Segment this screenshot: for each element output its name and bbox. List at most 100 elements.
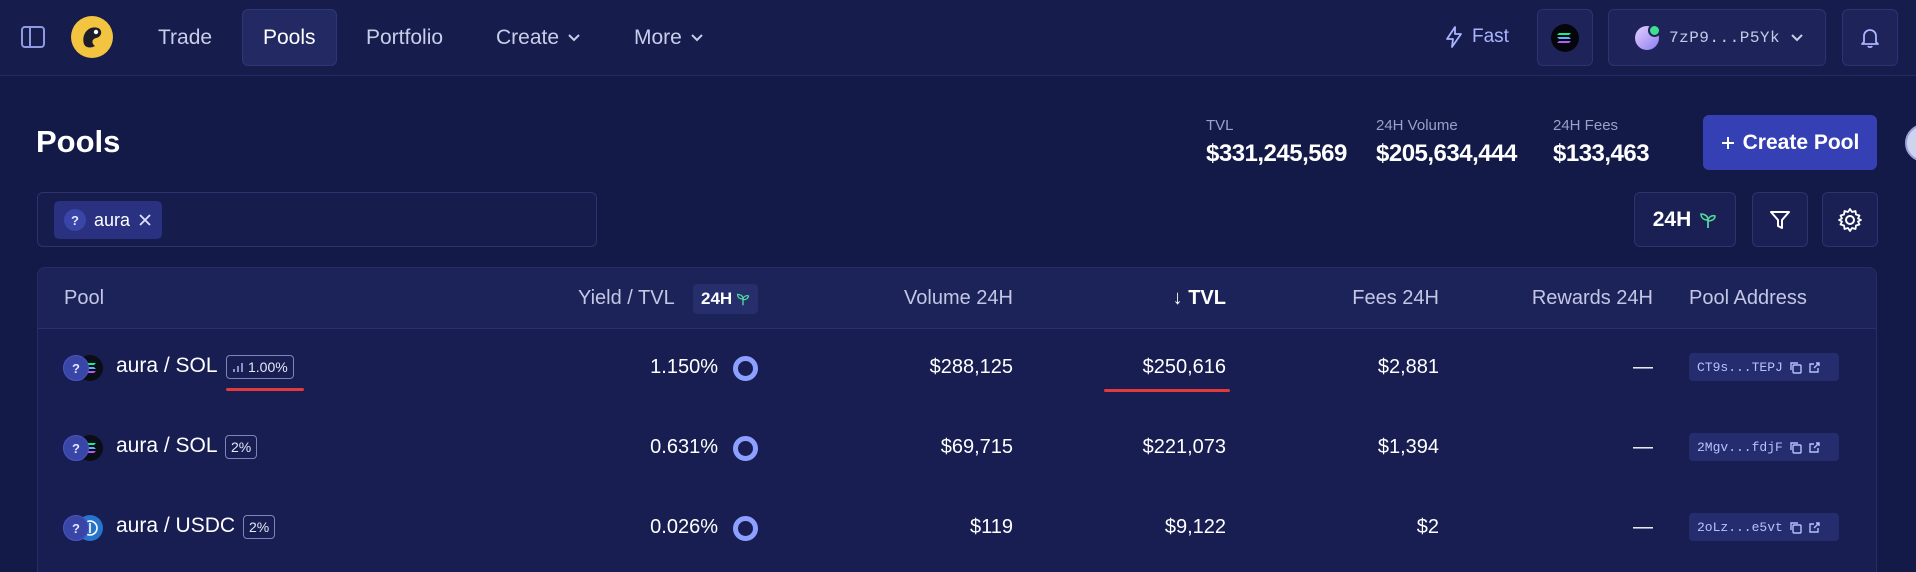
table-row[interactable]: ? aura / USDC 2% 0.026% $119 $9,122 $2 —…: [38, 489, 1876, 569]
pool-address-text: 2oLz...e5vt: [1697, 519, 1783, 535]
filter-chip[interactable]: ? aura: [54, 201, 163, 239]
tvl-value: $250,616: [1142, 356, 1226, 378]
top-nav: Trade Pools Portfolio Create More Fast 7…: [0, 0, 1916, 76]
tvl-value: $221,073: [1142, 436, 1226, 458]
nav-more-label: More: [634, 25, 682, 49]
pair-name[interactable]: aura / SOL: [116, 434, 218, 457]
solana-icon: [1551, 23, 1579, 52]
stat-fees: 24H Fees $133,463: [1553, 117, 1650, 168]
plus-icon: [1721, 136, 1734, 149]
copy-icon[interactable]: [1789, 521, 1802, 534]
wallet-address: 7zP9...P5Yk: [1669, 28, 1781, 47]
close-icon[interactable]: [138, 213, 152, 227]
unknown-token-icon: ?: [63, 355, 89, 381]
stat-value: $133,463: [1553, 140, 1650, 167]
stat-label: TVL: [1206, 117, 1234, 134]
external-link-icon[interactable]: [1808, 361, 1821, 374]
network-button[interactable]: [1537, 9, 1593, 66]
volume-value: $69,715: [940, 436, 1013, 458]
copy-icon[interactable]: [1789, 441, 1802, 454]
stat-value: $331,245,569: [1206, 140, 1347, 167]
column-tvl-label: TVL: [1188, 287, 1226, 309]
chevron-down-icon: [568, 33, 580, 41]
fee-label: 1.00%: [248, 359, 288, 375]
page-title: Pools: [36, 124, 121, 159]
search-input[interactable]: ? aura: [37, 192, 597, 247]
speed-selector[interactable]: Fast: [1444, 20, 1509, 54]
nav-trade[interactable]: Trade: [138, 9, 232, 66]
notifications-button[interactable]: [1842, 9, 1898, 66]
speed-label: Fast: [1472, 26, 1509, 47]
highlight-underline: [226, 388, 304, 391]
pool-address[interactable]: 2Mgv...fdjF: [1689, 433, 1839, 461]
gear-icon: [1838, 207, 1862, 232]
period-selector[interactable]: 24H: [1634, 192, 1736, 247]
chevron-down-icon: [691, 33, 703, 41]
filter-button[interactable]: [1752, 192, 1808, 247]
pair-icons: ?: [63, 355, 103, 381]
rewards-value: —: [1633, 436, 1653, 458]
column-volume[interactable]: Volume 24H: [904, 287, 1013, 309]
yield-ring-icon[interactable]: [733, 516, 758, 541]
filter-icon: [1770, 210, 1790, 229]
nav-create[interactable]: Create: [476, 9, 601, 66]
fee-label: 2%: [249, 519, 270, 535]
period-label: 24H: [1652, 207, 1692, 231]
create-pool-label: Create Pool: [1742, 130, 1860, 154]
logo-icon[interactable]: [71, 16, 113, 58]
external-link-icon[interactable]: [1808, 521, 1821, 534]
bar-chart-icon: [233, 363, 243, 372]
pair-icons: ?: [63, 435, 103, 461]
pool-address[interactable]: CT9s...TEPJ: [1689, 353, 1839, 381]
nav-portfolio[interactable]: Portfolio: [346, 9, 463, 66]
column-pool[interactable]: Pool: [64, 287, 105, 309]
fees-value: $2: [1416, 516, 1439, 538]
table-row[interactable]: ? aura / SOL 2% 0.631% $69,715 $221,073 …: [38, 409, 1876, 489]
settings-button[interactable]: [1822, 192, 1878, 247]
stat-tvl: TVL $331,245,569: [1206, 117, 1347, 168]
column-rewards[interactable]: Rewards 24H: [1531, 287, 1653, 309]
bell-icon: [1861, 28, 1879, 48]
highlight-underline: [1104, 389, 1230, 392]
rewards-value: —: [1633, 516, 1653, 538]
sprout-icon: [737, 293, 750, 306]
sprout-icon: [1700, 212, 1717, 228]
chip-label: aura: [94, 209, 131, 230]
volume-value: $119: [969, 516, 1013, 538]
pair-name[interactable]: aura / SOL: [116, 354, 218, 377]
unknown-token-icon: ?: [63, 435, 89, 461]
floating-widget-icon[interactable]: [1905, 124, 1916, 162]
table-header: Pool Yield / TVL 24H Volume 24H ↓ TVL Fe…: [38, 268, 1876, 329]
create-pool-button[interactable]: Create Pool: [1703, 115, 1877, 170]
wallet-button[interactable]: 7zP9...P5Yk: [1608, 9, 1826, 66]
column-fees[interactable]: Fees 24H: [1352, 287, 1439, 309]
fee-badge: 1.00%: [226, 355, 294, 379]
column-tvl[interactable]: ↓ TVL: [1128, 287, 1226, 310]
pair-icons: ?: [63, 515, 103, 541]
pool-address[interactable]: 2oLz...e5vt: [1689, 513, 1839, 541]
unknown-token-icon: ?: [63, 515, 89, 541]
nav-more[interactable]: More: [614, 9, 724, 66]
copy-icon[interactable]: [1789, 361, 1802, 374]
fees-value: $2,881: [1377, 356, 1439, 378]
sort-desc-icon: ↓: [1172, 287, 1183, 309]
column-yield[interactable]: Yield / TVL: [578, 287, 675, 309]
sidebar-toggle-icon[interactable]: [20, 24, 46, 50]
fee-badge: 2%: [225, 435, 258, 459]
pool-address-text: CT9s...TEPJ: [1697, 359, 1783, 375]
yield-period-toggle[interactable]: 24H: [693, 284, 759, 314]
yield-ring-icon[interactable]: [733, 436, 758, 461]
nav-pools-label: Pools: [263, 25, 316, 49]
pools-table: Pool Yield / TVL 24H Volume 24H ↓ TVL Fe…: [37, 267, 1877, 572]
nav-trade-label: Trade: [158, 25, 213, 49]
nav-create-label: Create: [496, 25, 560, 49]
nav-pools[interactable]: Pools: [242, 9, 337, 66]
table-row[interactable]: ? aura / SOL 1.00% 1.150% $288,125 $250,…: [38, 329, 1876, 409]
avatar: [1635, 23, 1661, 50]
yield-ring-icon[interactable]: [733, 356, 758, 381]
pair-name[interactable]: aura / USDC: [116, 514, 236, 537]
fee-label: 2%: [231, 439, 252, 455]
volume-value: $288,125: [929, 356, 1013, 378]
external-link-icon[interactable]: [1808, 441, 1821, 454]
fee-badge: 2%: [243, 515, 276, 539]
